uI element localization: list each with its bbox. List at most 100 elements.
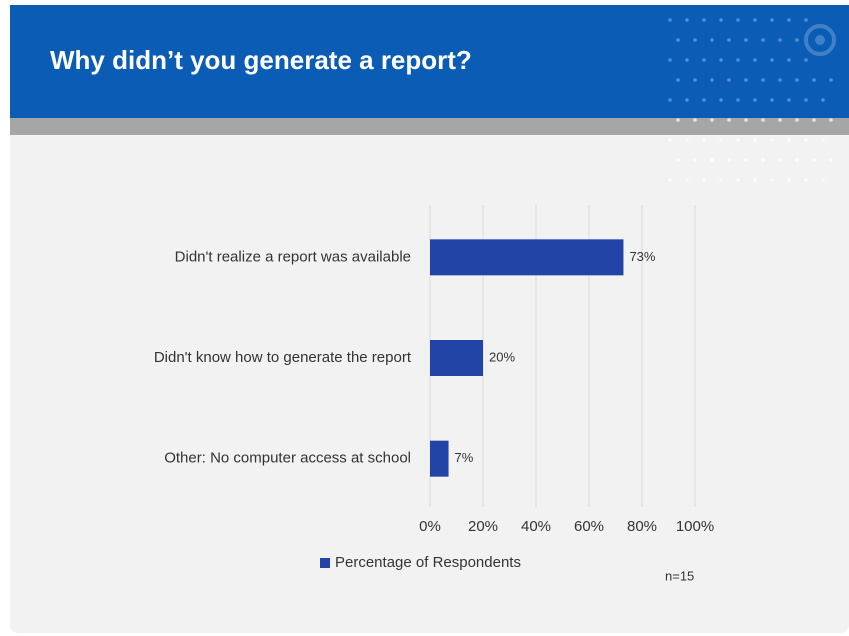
dot bbox=[795, 78, 799, 82]
dot bbox=[668, 58, 672, 62]
category-label: Didn't realize a report was available bbox=[175, 248, 411, 265]
dot bbox=[812, 158, 816, 162]
dot bbox=[787, 138, 791, 142]
dot bbox=[753, 18, 757, 22]
dot bbox=[727, 158, 731, 162]
dot bbox=[821, 98, 825, 102]
dot bbox=[829, 78, 833, 82]
x-tick-label: 20% bbox=[468, 518, 498, 535]
dot bbox=[727, 78, 731, 82]
dot bbox=[787, 98, 791, 102]
dot bbox=[685, 138, 689, 142]
dot bbox=[685, 178, 689, 182]
dot bbox=[727, 38, 731, 42]
dot bbox=[685, 58, 689, 62]
dot bbox=[744, 158, 748, 162]
bar bbox=[430, 340, 483, 376]
divider-band bbox=[10, 118, 849, 135]
dot bbox=[719, 138, 723, 142]
value-label: 7% bbox=[455, 450, 474, 465]
dot bbox=[685, 98, 689, 102]
dot bbox=[770, 98, 774, 102]
value-label: 20% bbox=[489, 349, 515, 364]
dot bbox=[702, 98, 706, 102]
category-label: Other: No computer access at school bbox=[164, 450, 411, 467]
dot bbox=[753, 138, 757, 142]
note: n=15 bbox=[665, 568, 694, 583]
dot bbox=[761, 78, 765, 82]
dot bbox=[744, 78, 748, 82]
x-tick-label: 80% bbox=[627, 518, 657, 535]
dot bbox=[787, 18, 791, 22]
dot bbox=[812, 118, 816, 122]
dot bbox=[693, 38, 697, 42]
dot bbox=[821, 138, 825, 142]
dot bbox=[829, 158, 833, 162]
dot bbox=[778, 38, 782, 42]
dot bbox=[693, 158, 697, 162]
bar bbox=[430, 239, 624, 276]
dot bbox=[761, 38, 765, 42]
dot bbox=[778, 118, 782, 122]
dot bbox=[795, 38, 799, 42]
dot bbox=[761, 118, 765, 122]
dot bbox=[668, 98, 672, 102]
dot bbox=[719, 18, 723, 22]
dot bbox=[676, 38, 680, 42]
bar bbox=[430, 440, 449, 477]
dot bbox=[804, 138, 808, 142]
slide-title: Why didn’t you generate a report? bbox=[50, 45, 472, 75]
x-tick-label: 100% bbox=[676, 518, 714, 535]
dot bbox=[710, 38, 714, 42]
dot bbox=[676, 158, 680, 162]
dot bbox=[736, 138, 740, 142]
dot bbox=[829, 118, 833, 122]
dot bbox=[710, 118, 714, 122]
dot bbox=[727, 118, 731, 122]
dot bbox=[761, 158, 765, 162]
dot bbox=[710, 158, 714, 162]
dot bbox=[693, 118, 697, 122]
dot bbox=[676, 78, 680, 82]
dot bbox=[736, 18, 740, 22]
legend-label: Percentage of Respondents bbox=[335, 554, 521, 571]
dot bbox=[693, 78, 697, 82]
dot bbox=[804, 18, 808, 22]
dot bbox=[821, 178, 825, 182]
dot bbox=[744, 118, 748, 122]
dot bbox=[753, 98, 757, 102]
dot bbox=[702, 178, 706, 182]
legend-swatch bbox=[320, 558, 330, 568]
dot bbox=[736, 178, 740, 182]
dot bbox=[702, 138, 706, 142]
dot bbox=[719, 58, 723, 62]
dot bbox=[787, 178, 791, 182]
dot-decoration bbox=[804, 24, 836, 56]
dot bbox=[753, 58, 757, 62]
dot bbox=[676, 118, 680, 122]
dot bbox=[770, 178, 774, 182]
dot bbox=[710, 78, 714, 82]
dot bbox=[668, 18, 672, 22]
dot-pattern bbox=[668, 18, 833, 182]
dot bbox=[770, 18, 774, 22]
dot bbox=[787, 58, 791, 62]
dot bbox=[812, 78, 816, 82]
category-label: Didn't know how to generate the report bbox=[154, 349, 412, 366]
dot bbox=[736, 58, 740, 62]
dot bbox=[770, 58, 774, 62]
x-tick-label: 40% bbox=[521, 518, 551, 535]
dot bbox=[795, 158, 799, 162]
dot bbox=[778, 78, 782, 82]
dot bbox=[702, 18, 706, 22]
dot bbox=[804, 58, 808, 62]
dot bbox=[719, 178, 723, 182]
dot bbox=[702, 58, 706, 62]
x-tick-label: 0% bbox=[419, 518, 441, 535]
dot bbox=[744, 38, 748, 42]
dot bbox=[753, 178, 757, 182]
x-tick-label: 60% bbox=[574, 518, 604, 535]
dot bbox=[778, 158, 782, 162]
